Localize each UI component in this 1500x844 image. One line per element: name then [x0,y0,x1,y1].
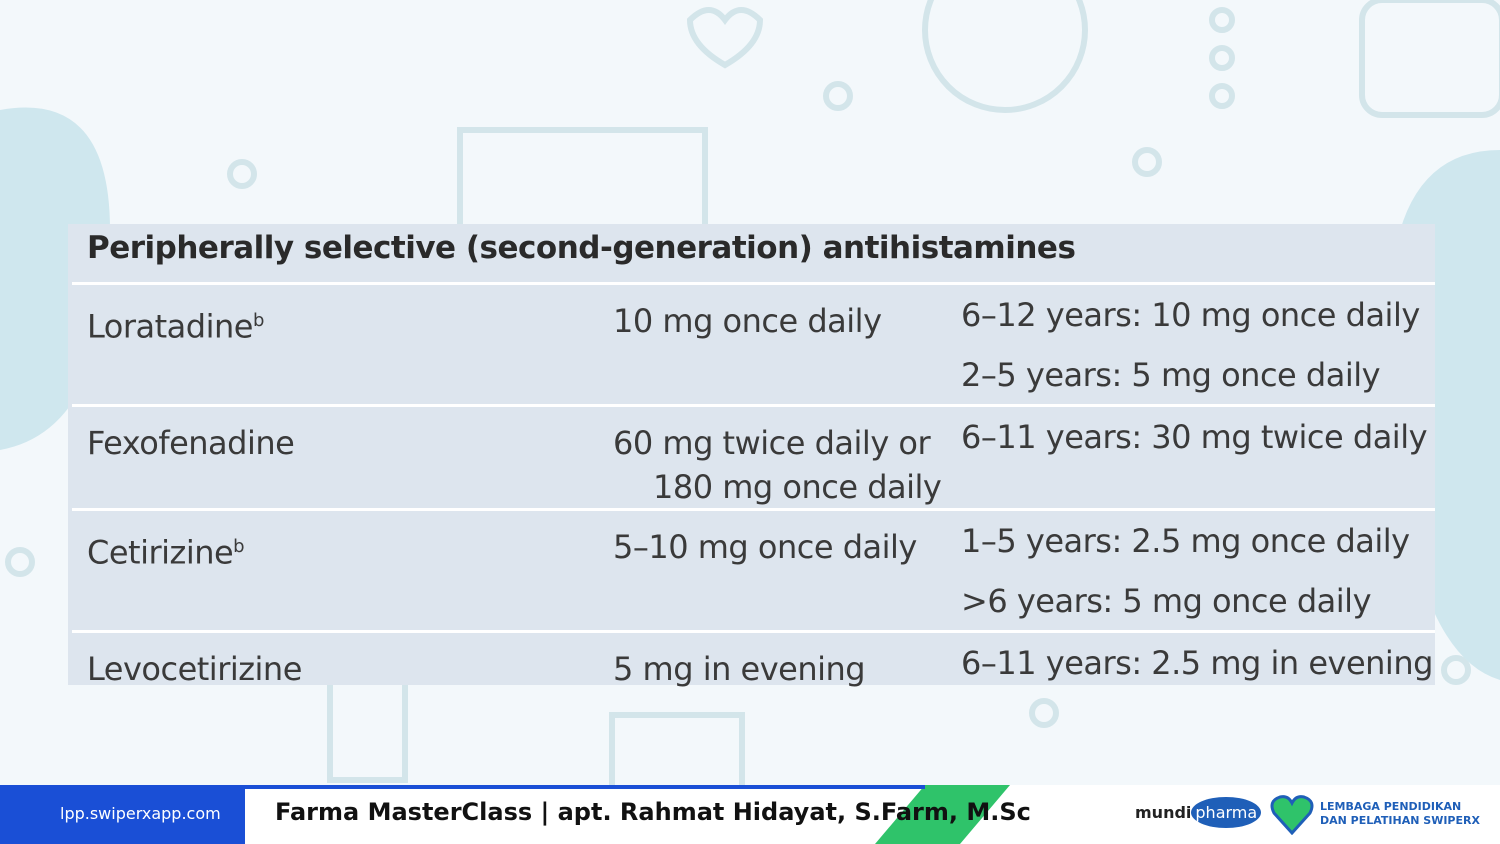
adult-dose-cell: 10 mg once daily [613,299,882,343]
footer: lpp.swiperxapp.com Farma MasterClass | a… [0,785,1500,844]
drug-name: Loratadine [87,307,253,346]
adult-dose: 10 mg once daily [613,302,882,340]
child-dose: 6–11 years: 2.5 mg in evening [961,644,1433,682]
table-row: Levocetirizine 5 mg in evening 6–11 years:… [72,630,1435,693]
child-dose-cell: 6–11 years: 2.5 mg in evening [961,633,1433,693]
child-dose-cell: 1–5 years: 2.5 mg once daily >6 years: 5 … [961,511,1410,631]
footer-title: Farma MasterClass | apt. Rahmat Hidayat,… [275,798,1031,826]
drug-cell: Cetirizineb [87,525,245,575]
adult-dose-cell: 5 mg in evening [613,647,866,691]
logo-text: mundi [1135,803,1192,822]
adult-dose: 5 mg in evening [613,650,866,688]
child-dose-cell: 6–11 years: 30 mg twice daily [961,407,1428,467]
drug-name: Fexofenadine [87,424,295,462]
adult-dose: 180 mg once daily [653,468,942,506]
drug-cell: Loratadineb [87,299,264,349]
logo-heart [1270,795,1314,835]
child-dose-cell: 6–12 years: 10 mg once daily 2–5 years: 5… [961,285,1420,405]
drug-cell: Fexofenadine [87,421,295,465]
logo-text: pharma [1191,797,1262,828]
child-dose: 6–12 years: 10 mg once daily [961,296,1420,334]
url: lpp.swiperxapp.com [60,804,221,823]
url-bar: lpp.swiperxapp.com [0,785,245,844]
adult-dose-cell: 60 mg twice daily or 180 mg once daily [613,421,942,509]
adult-dose-cell: 5–10 mg once daily [613,525,917,569]
logo-text: DAN PELATIHAN SWIPERX [1320,814,1480,827]
footnote-marker: b [233,536,245,557]
adult-dose: 5–10 mg once daily [613,528,917,566]
table-title: Peripherally selective (second-generatio… [87,230,1076,266]
table-row: Fexofenadine 60 mg twice daily or 180 mg o… [72,404,1435,509]
drug-name: Cetirizine [87,533,234,572]
footnote-marker: b [252,310,264,331]
adult-dose: 60 mg twice daily or [613,424,931,462]
drug-cell: Levocetirizine [87,647,302,691]
child-dose: 1–5 years: 2.5 mg once daily [961,522,1410,560]
table: Peripherally selective (second-generatio… [68,224,1435,688]
table-row: Cetirizineb 5–10 mg once daily 1–5 years: … [72,508,1435,631]
child-dose: >6 years: 5 mg once daily [961,582,1371,620]
child-dose: 6–11 years: 30 mg twice daily [961,418,1428,456]
footer-stripes [245,785,1010,844]
logo-mundipharma: mundi pharma [1135,797,1262,828]
table-row: Loratadineb 10 mg once daily 6–12 years: 1… [72,282,1435,405]
drug-name: Levocetirizine [87,650,302,688]
logo-swiperx: LEMBAGA PENDIDIKAN DAN PELATIHAN SWIPERX [1320,800,1480,828]
child-dose: 2–5 years: 5 mg once daily [961,356,1381,394]
logo-text: LEMBAGA PENDIDIKAN [1320,800,1462,813]
